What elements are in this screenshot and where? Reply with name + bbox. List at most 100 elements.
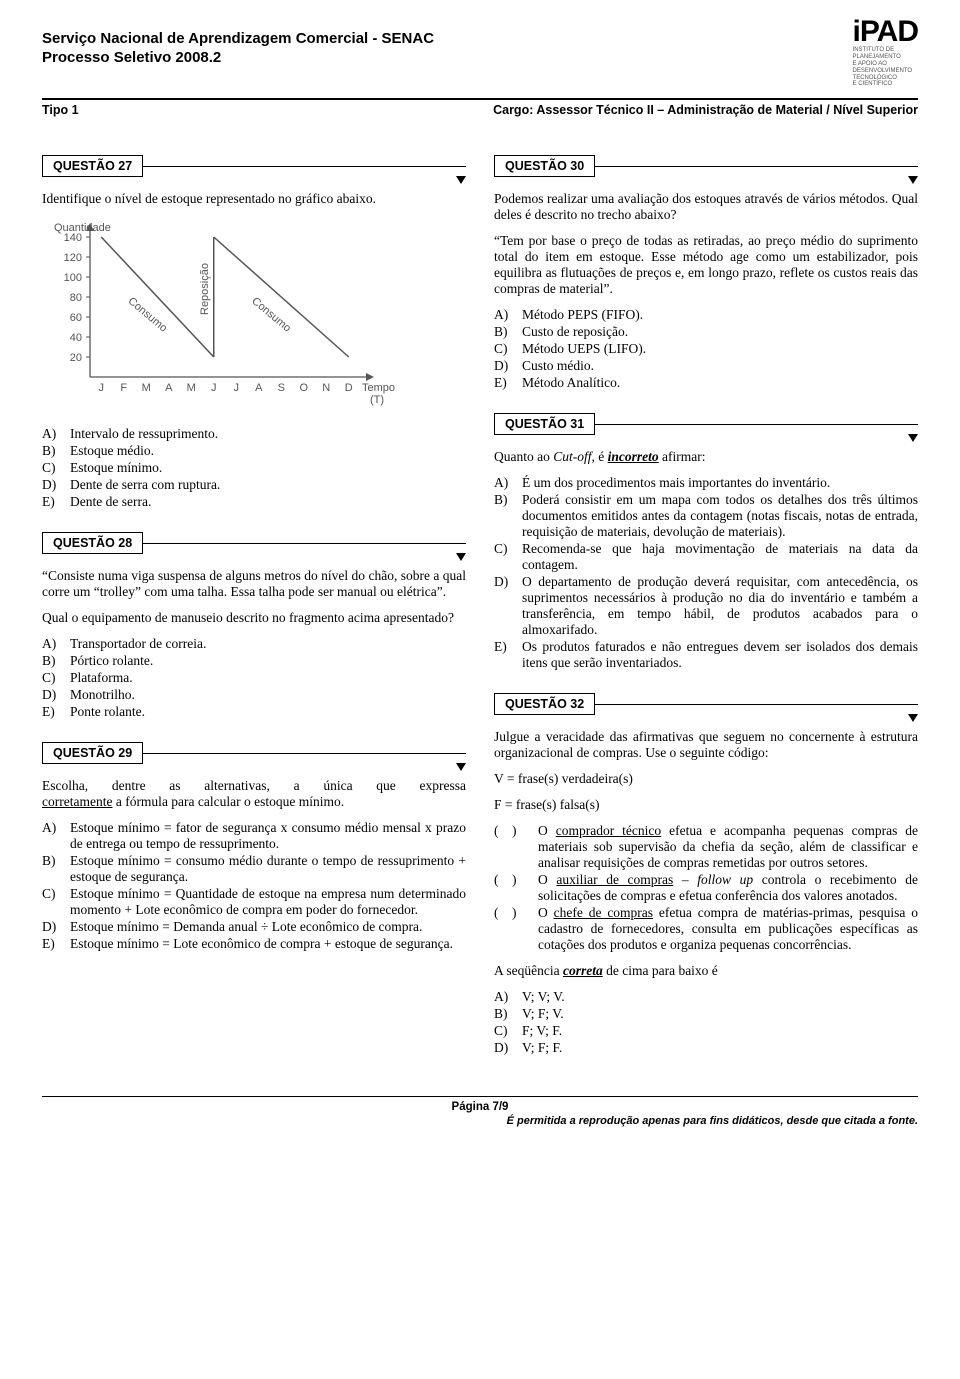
q28-options: A)Transportador de correia. B)Pórtico ro…	[42, 636, 466, 720]
question-27-header: QUESTÃO 27	[42, 155, 466, 177]
right-column: QUESTÃO 30 Podemos realizar uma avaliaçã…	[494, 155, 918, 1078]
q29-opt-b: B)Estoque mínimo = consumo médio durante…	[42, 853, 466, 885]
q27-intro: Identifique o nível de estoque represent…	[42, 191, 466, 207]
svg-text:J: J	[211, 382, 217, 394]
q32-opt-d: D)V; F; F.	[494, 1040, 918, 1056]
q27-opt-e: E)Dente de serra.	[42, 494, 466, 510]
svg-text:A: A	[255, 382, 263, 394]
q30-quote: “Tem por base o preço de todas as retira…	[494, 233, 918, 297]
q32-opt-c: C)F; V; F.	[494, 1023, 918, 1039]
arrow-down-icon	[908, 176, 918, 184]
q27-opt-a: A)Intervalo de ressuprimento.	[42, 426, 466, 442]
header-rule	[42, 98, 918, 100]
subheader: Tipo 1 Cargo: Assessor Técnico II – Admi…	[42, 103, 918, 117]
header-left: Serviço Nacional de Aprendizagem Comerci…	[42, 30, 434, 66]
content-columns: QUESTÃO 27 Identifique o nível de estoqu…	[42, 155, 918, 1078]
q32-intro: Julgue a veracidade das afirmativas que …	[494, 729, 918, 761]
q29-opt-a: A)Estoque mínimo = fator de segurança x …	[42, 820, 466, 852]
q31-opt-c: C)Recomenda-se que haja movimentação de …	[494, 541, 918, 573]
svg-text:Tempo: Tempo	[362, 382, 395, 394]
question-30-label: QUESTÃO 30	[494, 155, 595, 177]
logo-main: iPAD	[853, 18, 918, 45]
svg-text:M: M	[187, 382, 196, 394]
q29-opt-e: E)Estoque mínimo = Lote econômico de com…	[42, 936, 466, 952]
q31-opt-a: A)É um dos procedimentos mais importante…	[494, 475, 918, 491]
svg-text:F: F	[120, 382, 127, 394]
q32-options: A)V; V; V. B)V; F; V. C)F; V; F. D)V; F;…	[494, 989, 918, 1056]
header-process: Processo Seletivo 2008.2	[42, 49, 434, 66]
header: Serviço Nacional de Aprendizagem Comerci…	[42, 18, 918, 96]
q32-seq: A seqüência correta de cima para baixo é	[494, 963, 918, 979]
svg-text:O: O	[299, 382, 308, 394]
q32-stmt-1: ( ) O comprador técnico efetua e acompan…	[494, 823, 918, 871]
q32-opt-a: A)V; V; V.	[494, 989, 918, 1005]
q29-opt-c: C)Estoque mínimo = Quantidade de estoque…	[42, 886, 466, 918]
svg-text:A: A	[165, 382, 173, 394]
svg-text:J: J	[99, 382, 105, 394]
arrow-down-icon	[908, 714, 918, 722]
q28-opt-d: D)Monotrilho.	[42, 687, 466, 703]
svg-text:S: S	[278, 382, 285, 394]
question-32-header: QUESTÃO 32	[494, 693, 918, 715]
q32-opt-b: B)V; F; V.	[494, 1006, 918, 1022]
header-org: Serviço Nacional de Aprendizagem Comerci…	[42, 30, 434, 47]
arrow-down-icon	[456, 763, 466, 771]
header-logo: iPAD INSTITUTO DEPLANEJAMENTOE APOIO AOD…	[853, 18, 918, 88]
left-column: QUESTÃO 27 Identifique o nível de estoqu…	[42, 155, 466, 1078]
q28-opt-e: E)Ponte rolante.	[42, 704, 466, 720]
arrow-down-icon	[456, 553, 466, 561]
q31-opt-e: E)Os produtos faturados e não entregues …	[494, 639, 918, 671]
q32-f: F = frase(s) falsa(s)	[494, 797, 918, 813]
arrow-down-icon	[908, 434, 918, 442]
q27-chart: 20406080100120140JFMAMJJASONDQuantidadeT…	[42, 217, 466, 416]
cargo-label: Cargo: Assessor Técnico II – Administraç…	[493, 103, 918, 117]
q32-stmt-2: ( ) O auxiliar de compras – follow up co…	[494, 872, 918, 904]
question-31-header: QUESTÃO 31	[494, 413, 918, 435]
q32-statements: ( ) O comprador técnico efetua e acompan…	[494, 823, 918, 953]
footer-note: É permitida a reprodução apenas para fin…	[42, 1115, 918, 1127]
q28-ask: Qual o equipamento de manuseio descrito …	[42, 610, 466, 626]
question-28-header: QUESTÃO 28	[42, 532, 466, 554]
svg-text:100: 100	[64, 272, 82, 284]
q31-options: A)É um dos procedimentos mais importante…	[494, 475, 918, 671]
question-32-label: QUESTÃO 32	[494, 693, 595, 715]
q31-opt-b: B)Poderá consistir em um mapa com todos …	[494, 492, 918, 540]
svg-text:D: D	[345, 382, 353, 394]
q30-opt-b: B)Custo de reposição.	[494, 324, 918, 340]
svg-text:Reposição: Reposição	[199, 263, 211, 315]
q30-opt-a: A)Método PEPS (FIFO).	[494, 307, 918, 323]
svg-text:(T): (T)	[370, 394, 384, 406]
q29-intro: Escolha, dentre as alternativas, a única…	[42, 778, 466, 810]
q32-stmt-3: ( ) O chefe de compras efetua compra de …	[494, 905, 918, 953]
q28-opt-a: A)Transportador de correia.	[42, 636, 466, 652]
q28-intro: “Consiste numa viga suspensa de alguns m…	[42, 568, 466, 600]
question-28-label: QUESTÃO 28	[42, 532, 143, 554]
q27-options: A)Intervalo de ressuprimento. B)Estoque …	[42, 426, 466, 510]
q30-opt-e: E)Método Analítico.	[494, 375, 918, 391]
question-29-header: QUESTÃO 29	[42, 742, 466, 764]
q29-options: A)Estoque mínimo = fator de segurança x …	[42, 820, 466, 952]
question-31-label: QUESTÃO 31	[494, 413, 595, 435]
q30-opt-c: C)Método UEPS (LIFO).	[494, 341, 918, 357]
arrow-down-icon	[456, 176, 466, 184]
svg-text:M: M	[142, 382, 151, 394]
logo-sub: INSTITUTO DEPLANEJAMENTOE APOIO AODESENV…	[853, 47, 918, 88]
footer-rule	[42, 1096, 918, 1097]
question-27-label: QUESTÃO 27	[42, 155, 143, 177]
q31-opt-d: D)O departamento de produção deverá requ…	[494, 574, 918, 638]
question-29-label: QUESTÃO 29	[42, 742, 143, 764]
svg-text:N: N	[322, 382, 330, 394]
svg-text:120: 120	[64, 252, 82, 264]
svg-text:Quantidade: Quantidade	[54, 222, 111, 234]
q27-opt-d: D)Dente de serra com ruptura.	[42, 477, 466, 493]
q27-opt-c: C)Estoque mínimo.	[42, 460, 466, 476]
svg-text:40: 40	[70, 332, 82, 344]
q30-intro: Podemos realizar uma avaliação dos estoq…	[494, 191, 918, 223]
footer-page: Página 7/9	[42, 1101, 918, 1113]
svg-text:80: 80	[70, 292, 82, 304]
q28-opt-c: C)Plataforma.	[42, 670, 466, 686]
page: Serviço Nacional de Aprendizagem Comerci…	[0, 0, 960, 1147]
q31-intro: Quanto ao Cut-off, é incorreto afirmar:	[494, 449, 918, 465]
svg-text:J: J	[234, 382, 240, 394]
tipo-label: Tipo 1	[42, 103, 79, 117]
